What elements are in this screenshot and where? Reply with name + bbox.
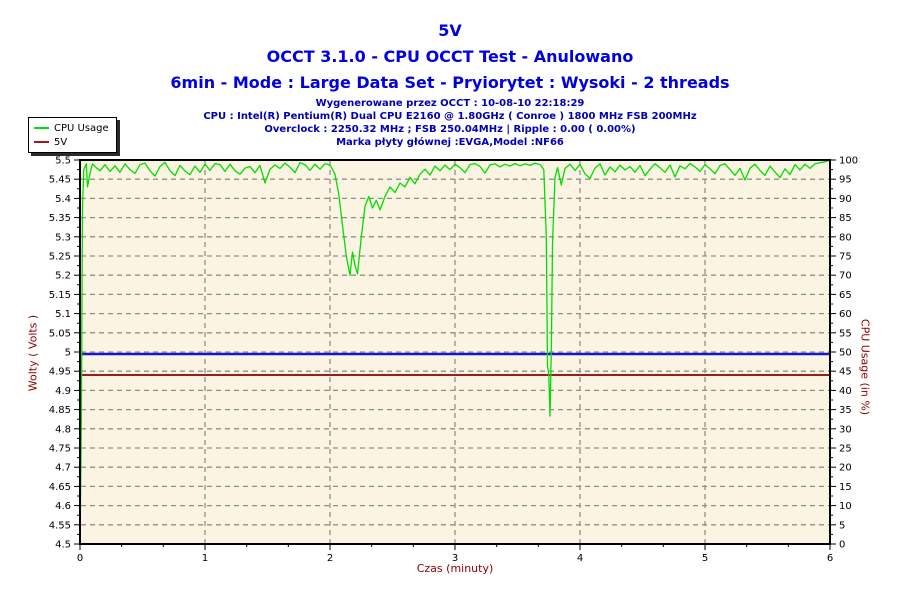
y-axis-left-tick-label: 4.75 [49,444,71,455]
y-axis-right-tick-label: 55 [839,328,852,339]
chart-subtitle-test: OCCT 3.1.0 - CPU OCCT Test - Anulowano [266,47,634,66]
y-axis-left-tick-label: 5.1 [55,309,71,320]
x-axis-title: Czas (minuty) [416,562,494,575]
y-axis-right-tick-label: 10 [839,501,852,512]
y-axis-left-tick-label: 4.55 [49,520,71,531]
chart-titles: 5V OCCT 3.1.0 - CPU OCCT Test - Anulowan… [0,18,900,96]
y-axis-left-title: Wolty ( Volts ) [26,314,40,392]
legend-item-5v: 5V [34,135,109,149]
y-axis-right-tick-label: 80 [839,232,852,243]
y-axis-left-tick-label: 5.5 [55,156,71,167]
y-axis-right-tick-label: 60 [839,309,852,320]
chart-title: 5V [438,21,462,40]
y-axis-right-tick-label: 0 [839,540,845,551]
y-axis-right-tick-label: 90 [839,194,852,205]
y-axis-right-tick-label: 45 [839,367,852,378]
x-axis-tick-label: 1 [202,553,208,564]
info-motherboard-line: Marka płyty głównej :EVGA,Model :NF66 [336,137,564,148]
legend-item-cpu-usage: CPU Usage [34,121,109,135]
chart-subtitle-mode: 6min - Mode : Large Data Set - Pryioryte… [170,73,730,92]
x-axis-tick-label: 5 [702,553,708,564]
y-axis-left-tick-label: 5.25 [49,252,71,263]
y-axis-left-tick-label: 5.2 [55,271,71,282]
y-axis-right-tick-label: 35 [839,405,852,416]
y-axis-left-tick-label: 4.6 [55,501,71,512]
y-axis-right-title: CPU Usage (in %) [858,318,872,416]
chart-legend: CPU Usage 5V [28,117,117,153]
info-cpu-line: CPU : Intel(R) Pentium(R) Dual CPU E2160… [203,111,697,122]
y-axis-right-tick-label: 30 [839,424,852,435]
y-axis-left-tick-label: 4.5 [55,540,71,551]
y-axis-right-tick-label: 95 [839,175,852,186]
y-axis-left-tick-label: 5.15 [49,290,71,301]
x-axis-tick-label: 4 [577,553,583,564]
x-axis-tick-label: 0 [77,553,83,564]
y-axis-right-tick-label: 5 [839,520,845,531]
y-axis-right-tick-label: 15 [839,482,852,493]
legend-swatch-5v [34,141,49,143]
legend-label-cpu-usage: CPU Usage [54,122,109,134]
y-axis-left-tick-label: 5 [65,348,71,359]
y-axis-right-tick-label: 100 [839,156,858,167]
info-overclock-line: Overclock : 2250.32 MHz ; FSB 250.04MHz … [264,124,636,135]
y-axis-right-tick-label: 70 [839,271,852,282]
x-axis-tick-label: 6 [827,553,833,564]
y-axis-left-tick-label: 4.85 [49,405,71,416]
info-generated-line: Wygenerowane przez OCCT : 10-08-10 22:18… [315,98,585,109]
y-axis-right-tick-label: 85 [839,213,852,224]
y-axis-left-tick-label: 4.9 [55,386,71,397]
legend-swatch-cpu-usage [34,127,49,129]
y-axis-left-tick-label: 4.7 [55,463,71,474]
y-axis-left-tick-label: 4.8 [55,424,71,435]
y-axis-right-tick-label: 20 [839,463,852,474]
series-cpu-usage-line [79,159,831,545]
y-axis-right-tick-label: 75 [839,252,852,263]
y-axis-left-tick-label: 5.45 [49,175,71,186]
y-axis-left-tick-label: 5.4 [55,194,71,205]
x-axis-tick-label: 3 [452,553,458,564]
y-axis-right-tick-label: 40 [839,386,852,397]
chart-info-block: Wygenerowane przez OCCT : 10-08-10 22:18… [0,97,900,149]
y-axis-right-tick-label: 50 [839,348,852,359]
y-axis-left-tick-label: 5.3 [55,232,71,243]
y-axis-left-tick-label: 4.95 [49,367,71,378]
y-axis-left-tick-label: 4.65 [49,482,71,493]
y-axis-right-tick-label: 25 [839,444,852,455]
legend-label-5v: 5V [54,136,68,148]
y-axis-left-tick-label: 5.35 [49,213,71,224]
y-axis-right-tick-label: 65 [839,290,852,301]
x-axis-tick-label: 2 [327,553,333,564]
y-axis-left-tick-label: 5.05 [49,328,71,339]
